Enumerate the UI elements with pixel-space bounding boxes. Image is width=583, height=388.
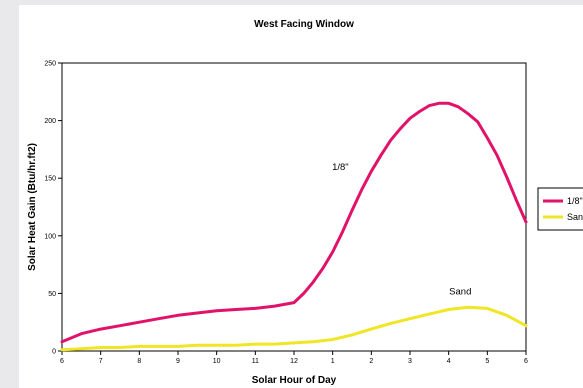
y-tick-label: 100 (44, 233, 56, 240)
legend-label: Sand (567, 212, 583, 222)
series-annotation: Sand (449, 287, 471, 298)
x-tick-label: 6 (60, 358, 64, 365)
y-axis-title: Solar Heat Gain (Btu/hr.ft2) (27, 143, 38, 271)
x-tick-label: 7 (99, 358, 103, 365)
x-axis-title: Solar Hour of Day (252, 375, 337, 386)
legend-label: 1/8" (567, 196, 583, 206)
series-line-0 (60, 101, 528, 344)
y-tick-label: 150 (44, 176, 56, 183)
x-tick-label: 10 (213, 358, 221, 365)
y-tick-label: 0 (52, 349, 56, 356)
x-tick-label: 1 (331, 358, 335, 365)
y-tick-label: 250 (44, 61, 56, 68)
chart-title: West Facing Window (254, 19, 354, 30)
y-tick-label: 200 (44, 118, 56, 125)
x-tick-label: 12 (290, 358, 298, 365)
chart-area: 0 50 100 150 200 250 6 7 8 9 10 11 12 1 2 3 4 5 6 West Faci… (19, 5, 583, 388)
x-tick-label: 2 (369, 358, 373, 365)
series-line-1 (60, 305, 528, 352)
x-tick-label: 3 (408, 358, 412, 365)
y-tick-label: 50 (48, 291, 56, 298)
x-tick-label: 5 (485, 358, 489, 365)
x-tick-label: 6 (524, 358, 528, 365)
series-annotation: 1/8" (332, 162, 349, 173)
x-tick-label: 9 (176, 358, 180, 365)
x-tick-label: 11 (252, 358, 259, 365)
x-tick-label: 8 (137, 358, 141, 365)
x-tick-label: 4 (447, 358, 451, 365)
legend-box (537, 187, 583, 231)
